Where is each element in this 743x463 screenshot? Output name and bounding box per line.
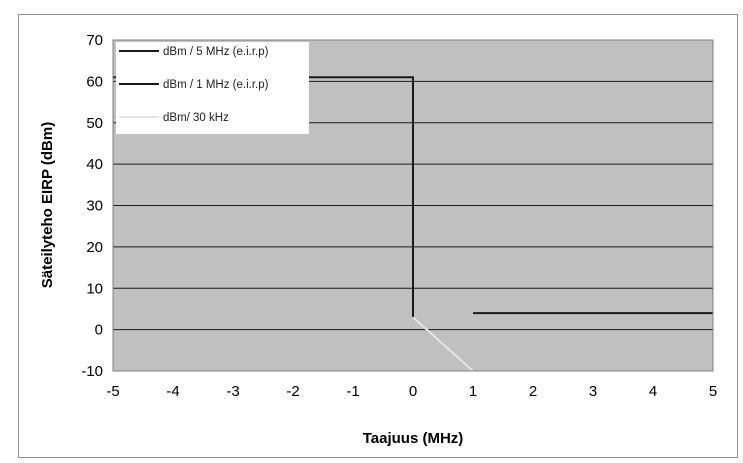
x-tick-label: 5 (709, 383, 717, 400)
x-tick-label: 2 (529, 383, 537, 400)
x-tick-label: -2 (286, 383, 299, 400)
y-tick-label: 0 (95, 322, 103, 339)
legend-label-2: dBm / 1 MHz (e.i.r.p) (163, 79, 269, 91)
x-tick-label: -4 (166, 383, 179, 400)
y-tick-label: 20 (86, 239, 103, 256)
y-axis-title: Säteilyteho EIRP (dBm) (39, 122, 56, 288)
x-tick-label: 0 (409, 383, 417, 400)
y-axis-ticks: -10 0 10 20 30 40 50 60 70 (81, 32, 103, 380)
y-tick-label: 50 (86, 115, 103, 132)
x-tick-label: 3 (589, 383, 597, 400)
y-tick-label: 30 (86, 198, 103, 215)
legend-label-1: dBm / 5 MHz (e.i.r.p) (163, 46, 269, 58)
x-tick-label: 4 (649, 383, 657, 400)
y-tick-label: 10 (86, 280, 103, 297)
y-tick-label: 40 (86, 156, 103, 173)
legend-box (116, 42, 309, 134)
y-tick-label: -10 (81, 363, 103, 380)
x-tick-label: -1 (346, 383, 359, 400)
plot-border (112, 39, 714, 372)
y-tick-label: 60 (86, 73, 103, 90)
y-tick-label: 70 (86, 32, 103, 49)
legend-label-3: dBm/ 30 kHz (163, 112, 229, 124)
x-axis-ticks: -5 -4 -3 -2 -1 0 1 2 3 4 5 (106, 383, 717, 400)
x-axis-title: Taajuus (MHz) (363, 430, 464, 447)
series-line-3 (412, 316, 474, 372)
x-tick-label: -3 (226, 383, 239, 400)
legend: dBm / 5 MHz (e.i.r.p) dBm / 1 MHz (e.i.r.… (116, 42, 309, 134)
x-tick-label: 1 (469, 383, 477, 400)
x-tick-label: -5 (106, 383, 119, 400)
chart-frame: -10 0 10 20 30 40 50 60 70 -5 -4 -3 -2 -1 0 1 2 3 4 5 Taaj… (18, 14, 738, 458)
